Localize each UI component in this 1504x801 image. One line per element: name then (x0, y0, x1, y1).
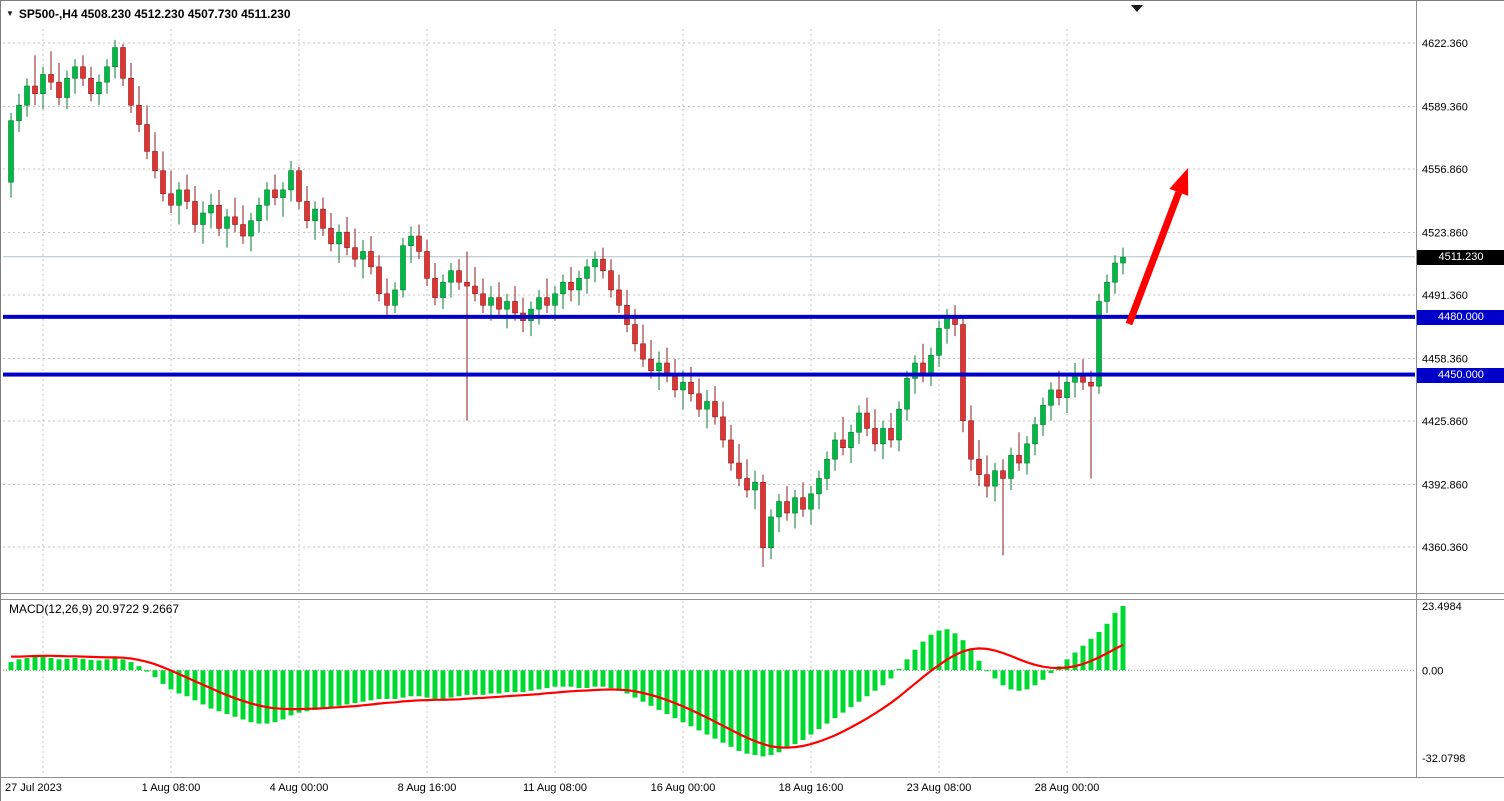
price-tick-label: 4425.860 (1422, 416, 1468, 428)
price-axis[interactable]: 4622.360 4589.360 4556.860 4523.860 4491.360… (1422, 38, 1468, 554)
indicator-tick-label: 23.4984 (1422, 601, 1462, 613)
macd-signal-line (11, 643, 1124, 749)
time-axis[interactable]: 27 Jul 2023 1 Aug 08:00 4 Aug 00:00 8 Aug 1… (5, 782, 1099, 794)
hline-price-badge-4480[interactable]: 4480.000 (1417, 309, 1504, 325)
price-tick-label: 4360.360 (1422, 542, 1468, 554)
grid-lines (3, 29, 1415, 776)
indicator-axis[interactable]: 23.4984 0.00 -32.0798 (1422, 601, 1465, 765)
symbol-info-bar: ▼ SP500-,H4 4508.230 4512.230 4507.730 4… (6, 7, 291, 21)
support-resistance-lines[interactable] (3, 314, 1415, 377)
time-tick-label: 18 Aug 16:00 (779, 782, 844, 794)
trend-arrow[interactable] (1125, 168, 1189, 326)
price-tick-label: 4622.360 (1422, 38, 1468, 50)
time-tick-label: 8 Aug 16:00 (398, 782, 457, 794)
symbol-ohlc-label: SP500-,H4 4508.230 4512.230 4507.730 451… (18, 7, 291, 21)
current-price-badge: 4511.230 (1417, 249, 1504, 265)
indicator-tick-label: 0.00 (1422, 665, 1443, 677)
hline-price-badge-4450[interactable]: 4450.000 (1417, 367, 1504, 383)
price-tick-label: 4491.360 (1422, 290, 1468, 302)
price-tick-label: 4589.360 (1422, 101, 1468, 113)
time-tick-label: 4 Aug 00:00 (270, 782, 329, 794)
price-tick-label: 4392.860 (1422, 479, 1468, 491)
time-tick-label: 1 Aug 08:00 (142, 782, 201, 794)
symbol-dropdown-icon[interactable]: ▼ (6, 9, 14, 18)
time-tick-label: 27 Jul 2023 (5, 782, 62, 794)
indicator-label: MACD(12,26,9) 20.9722 9.2667 (9, 602, 180, 616)
indicator-tick-label: -32.0798 (1422, 753, 1465, 765)
time-tick-label: 16 Aug 00:00 (651, 782, 716, 794)
time-tick-label: 11 Aug 08:00 (523, 782, 587, 794)
autoscroll-marker-icon[interactable] (1131, 5, 1143, 12)
price-tick-label: 4458.360 (1422, 353, 1468, 365)
price-tick-label: 4556.860 (1422, 164, 1468, 176)
price-tick-label: 4523.860 (1422, 227, 1468, 239)
panel-separators (1, 1, 1504, 778)
time-tick-label: 28 Aug 00:00 (1035, 782, 1100, 794)
time-tick-label: 23 Aug 08:00 (907, 782, 972, 794)
